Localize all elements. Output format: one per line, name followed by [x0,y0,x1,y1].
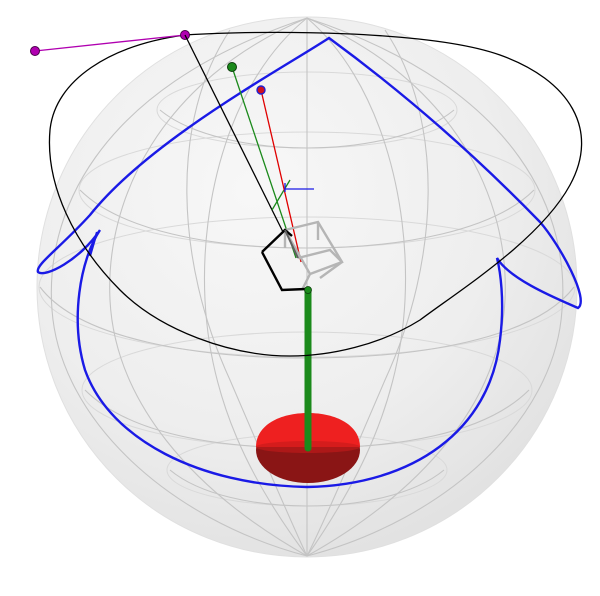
blue-orbit-curve [36,36,582,489]
magenta-point-left [30,46,40,56]
magenta-line [34,34,186,52]
green-short-line [271,179,291,211]
black-loop-path [48,31,583,357]
red-pointer-line [260,89,302,263]
black-pointer-line [184,34,284,233]
green-pointer-line [231,66,297,259]
rod-top-joint [304,286,312,294]
blue-orbit-tick [88,231,99,257]
red-point [256,85,266,95]
wireframe-cube [260,220,344,292]
green-point [227,62,237,72]
sphere-grid-parallels [39,109,575,507]
